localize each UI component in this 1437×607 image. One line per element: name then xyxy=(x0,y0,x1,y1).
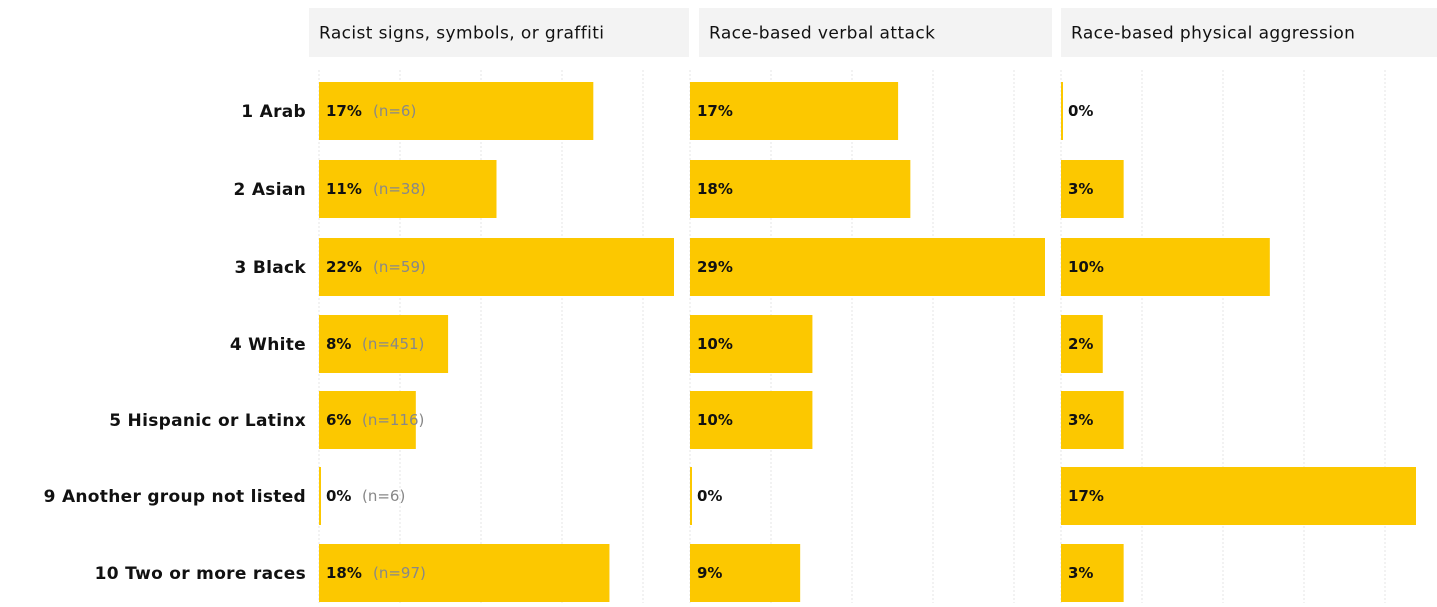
bar-value-label: 17% xyxy=(326,102,362,120)
bar-n-label: (n=6) xyxy=(362,487,405,505)
bar-value-label: 17% xyxy=(697,102,733,120)
panel-title: Race-based physical aggression xyxy=(1071,24,1355,44)
bar-value-label: 0% xyxy=(1068,102,1093,120)
bar xyxy=(319,82,594,140)
bar xyxy=(1061,160,1124,218)
panel-header-background xyxy=(699,8,1052,57)
bar xyxy=(690,315,813,373)
row-label: 1 Arab xyxy=(241,102,306,122)
bar xyxy=(1061,315,1103,373)
bar-value-label: 3% xyxy=(1068,564,1093,582)
bar xyxy=(690,544,801,602)
bar xyxy=(319,160,497,218)
bar xyxy=(319,467,321,525)
row-label: 2 Asian xyxy=(233,180,306,200)
panel-title: Race-based verbal attack xyxy=(709,24,935,44)
bar xyxy=(690,391,813,449)
bar-n-label: (n=451) xyxy=(362,335,424,353)
bar xyxy=(690,160,911,218)
bar xyxy=(319,391,416,449)
panel-header-background xyxy=(1061,8,1437,57)
bar xyxy=(690,238,1045,296)
bar xyxy=(319,315,449,373)
row-label: 9 Another group not listed xyxy=(44,487,306,507)
bar-value-label: 29% xyxy=(697,258,733,276)
bar xyxy=(1061,391,1124,449)
bar-value-label: 6% xyxy=(326,411,351,429)
bar-value-label: 9% xyxy=(697,564,722,582)
bar-value-label: 10% xyxy=(697,335,733,353)
bar-value-label: 3% xyxy=(1068,411,1093,429)
bar-value-label: 17% xyxy=(1068,487,1104,505)
row-label: 5 Hispanic or Latinx xyxy=(109,411,306,431)
bar xyxy=(1061,82,1063,140)
row-label: 4 White xyxy=(230,335,306,355)
row-label: 10 Two or more races xyxy=(95,564,306,584)
bar xyxy=(319,238,674,296)
bar xyxy=(1061,467,1416,525)
bar-value-label: 18% xyxy=(697,180,733,198)
panel-title: Racist signs, symbols, or graffiti xyxy=(319,24,604,44)
bar xyxy=(1061,238,1270,296)
bar-value-label: 22% xyxy=(326,258,362,276)
bar-n-label: (n=38) xyxy=(373,180,426,198)
bar xyxy=(690,467,692,525)
bar-n-label: (n=6) xyxy=(373,102,416,120)
bar-value-label: 0% xyxy=(326,487,351,505)
bar-value-label: 8% xyxy=(326,335,351,353)
bar-value-label: 10% xyxy=(697,411,733,429)
bar-n-label: (n=116) xyxy=(362,411,424,429)
bar-value-label: 18% xyxy=(326,564,362,582)
bar-value-label: 0% xyxy=(697,487,722,505)
bar xyxy=(1061,544,1124,602)
bar-value-label: 2% xyxy=(1068,335,1093,353)
bar xyxy=(319,544,610,602)
bar-n-label: (n=97) xyxy=(373,564,426,582)
panel-header-background xyxy=(309,8,689,57)
bar-value-label: 10% xyxy=(1068,258,1104,276)
bar xyxy=(690,82,899,140)
row-label: 3 Black xyxy=(235,258,307,278)
bar-value-label: 3% xyxy=(1068,180,1093,198)
bar-n-label: (n=59) xyxy=(373,258,426,276)
bar-value-label: 11% xyxy=(326,180,362,198)
